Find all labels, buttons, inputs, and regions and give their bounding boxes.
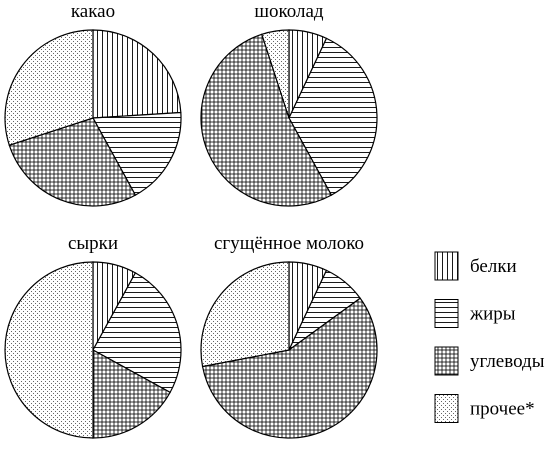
legend-label: белки [470,256,517,277]
pie-title: сгущённое молоко [214,233,364,254]
legend-swatch [434,394,459,423]
legend-swatch [434,299,459,328]
pie-slice [288,37,378,196]
pie-slice [201,297,378,439]
pie-slice [4,29,94,146]
legend-label: углеводы [470,351,545,372]
pie-title: шоколад [254,1,324,22]
legend-label: жиры [469,304,516,325]
pie-slice [92,111,182,196]
legend-label: прочее* [470,399,535,420]
pie-slice [200,261,290,368]
pie-slice [4,261,94,439]
legend-swatch [434,251,459,281]
pie-slice [8,117,137,207]
pie-slice [92,272,182,394]
pie-slice [200,33,333,207]
legend-swatch [434,346,459,376]
pie-slice [92,348,171,439]
pie-title: сырки [68,233,118,254]
pie-slice [261,29,290,119]
pie-title: какао [71,1,115,22]
pie-slice [92,29,182,119]
